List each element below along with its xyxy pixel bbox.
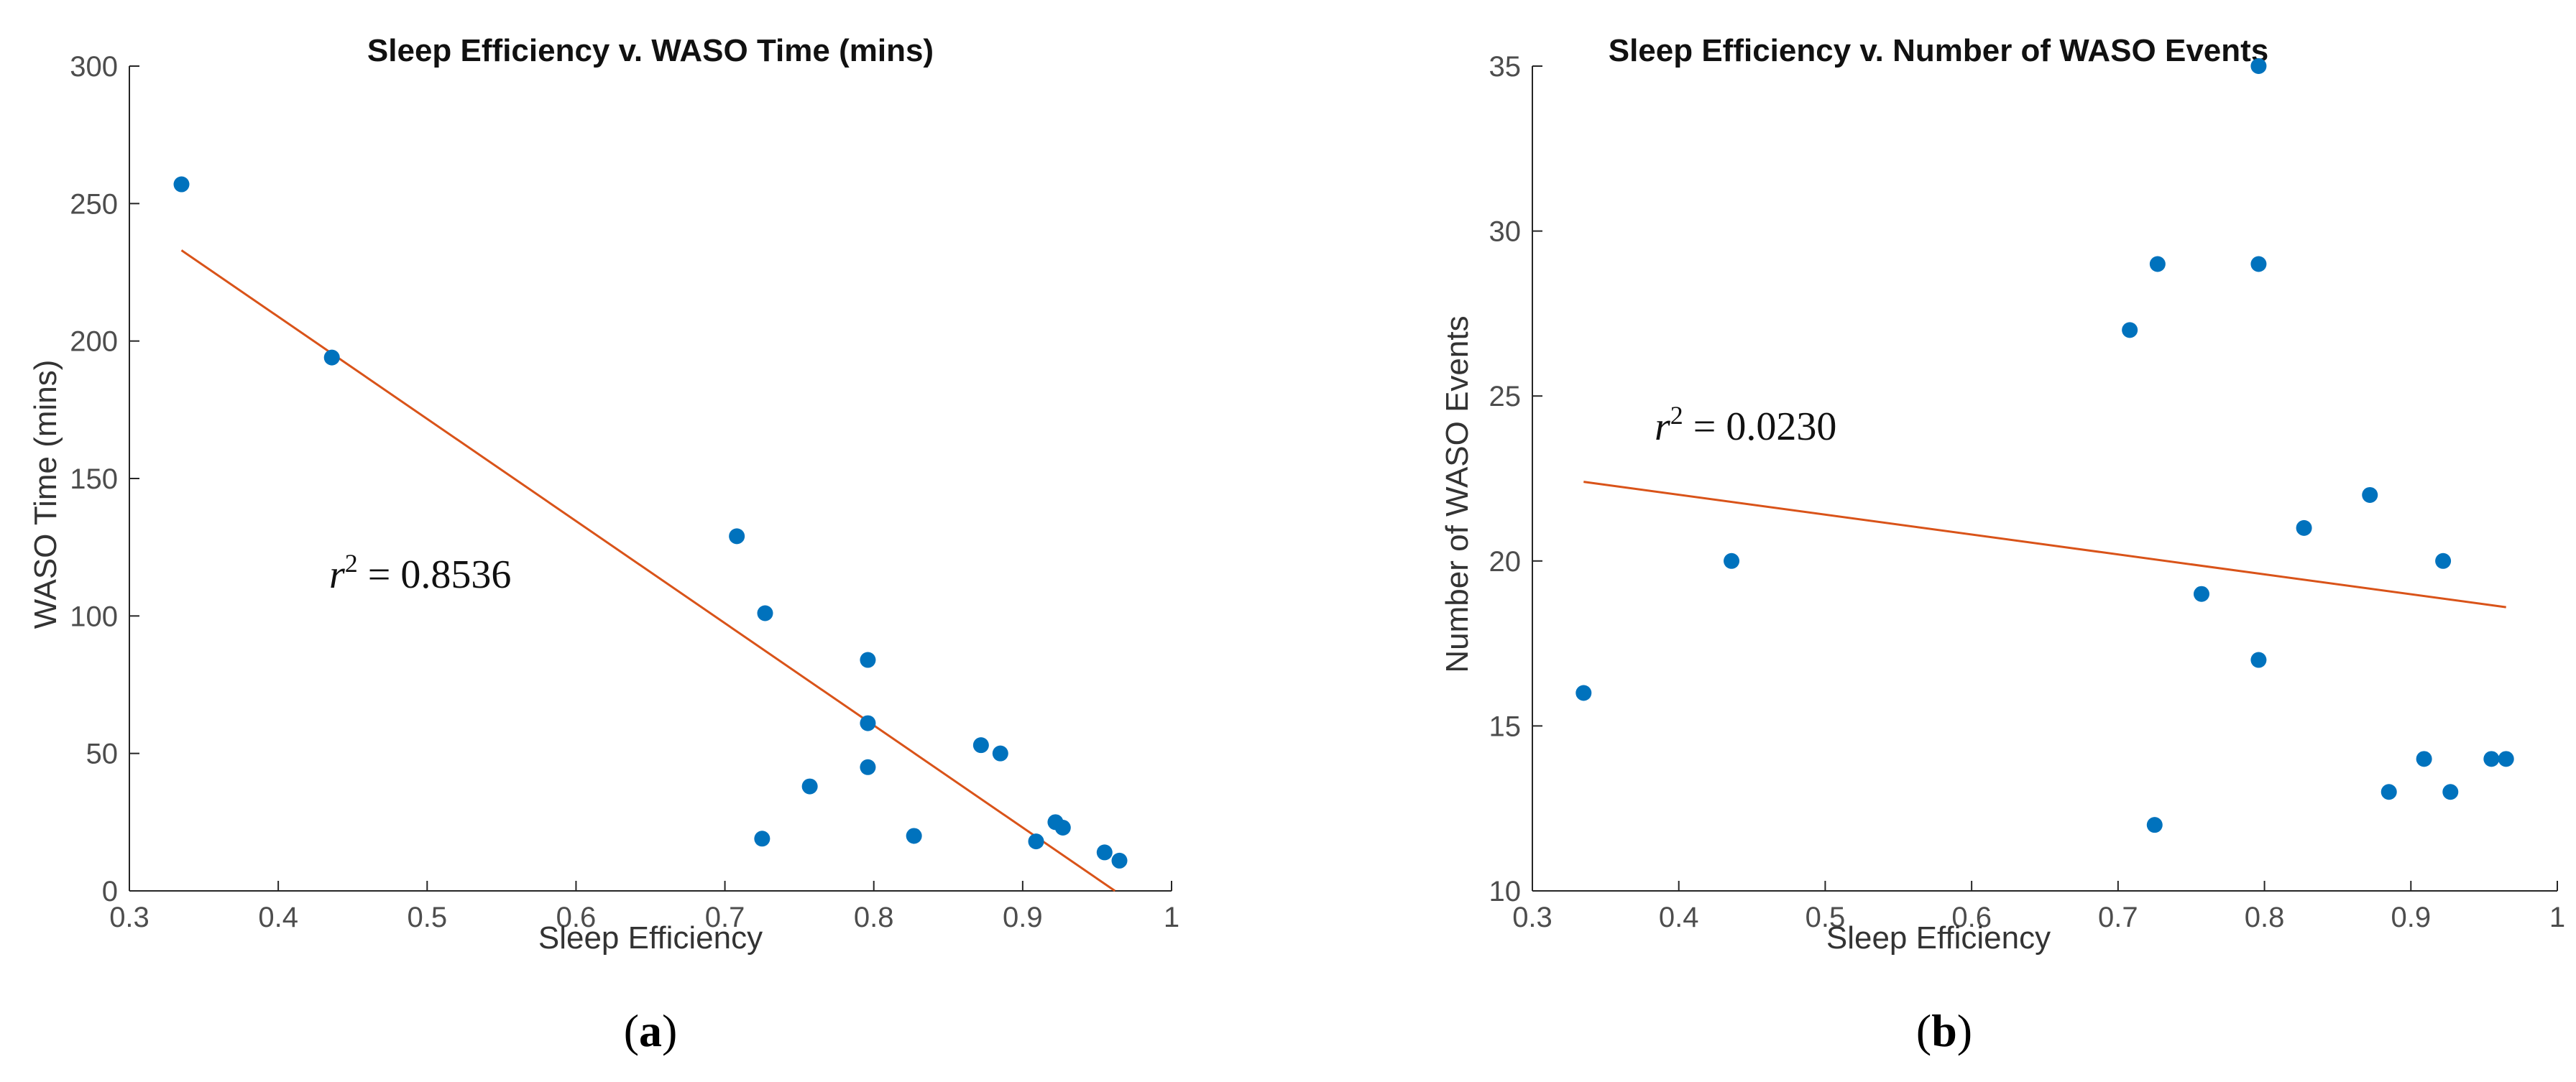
x-tick-label: 0.9 [1003,902,1043,933]
data-point [757,605,773,621]
x-tick-label: 1 [2549,902,2565,933]
x-tick-label: 0.6 [556,902,597,933]
x-axis-label: Sleep Efficiency [1826,920,2051,956]
data-point [2296,519,2312,536]
data-point [2380,784,2397,800]
data-point [173,176,190,193]
chart-title: Sleep Efficiency v. Number of WASO Event… [1609,33,2269,68]
data-point [1111,852,1128,869]
x-tick-label: 0.5 [1806,902,1846,933]
r-squared-value: 0.8536 [400,552,511,597]
data-point [2250,58,2267,74]
data-point [2416,751,2432,767]
y-tick-label: 30 [1489,216,1522,248]
data-point [860,715,876,731]
data-point [2122,322,2138,338]
x-tick-label: 0.8 [2245,902,2285,933]
data-point [1724,552,1740,569]
data-point [2362,486,2378,503]
x-tick-label: 0.3 [1512,902,1552,933]
chart-waso-time: Sleep Efficiency v. WASO Time (mins) 0.3… [28,33,1179,956]
data-point [2146,817,2163,833]
y-tick-label: 35 [1489,51,1522,83]
caption-a: (a) [623,1005,678,1056]
data-point [860,652,876,668]
x-tick-label: 0.3 [109,902,150,933]
r-squared-annotation: r2 = 0.0230 [1655,401,1836,449]
r-squared-annotation: r2 = 0.8536 [329,549,511,597]
y-tick-label: 20 [1489,546,1522,578]
data-point [1054,819,1071,836]
caption-b: (b) [1915,1005,1973,1056]
y-tick-label: 250 [70,188,118,220]
data-point [323,349,340,366]
x-tick-label: 0.4 [1659,902,1699,933]
y-tick-label: 100 [70,601,118,632]
chart-waso-events: Sleep Efficiency v. Number of WASO Event… [1440,33,2565,956]
x-tick-label: 0.4 [258,902,298,933]
y-tick-label: 15 [1489,711,1522,742]
data-point [801,778,818,795]
y-axis-label: WASO Time (mins) [28,360,63,629]
y-tick-label: 200 [70,326,118,358]
data-point [992,745,1008,762]
data-point [2149,256,2166,272]
fit-line [180,249,1116,892]
data-point [1576,685,1592,701]
y-axis-label: Number of WASO Events [1440,315,1475,672]
data-point [2483,751,2500,767]
data-point [2250,256,2267,272]
y-tick-label: 50 [86,739,119,770]
x-tick-label: 0.6 [1951,902,1992,933]
y-tick-label: 150 [70,463,118,495]
x-tick-label: 0.8 [854,902,894,933]
x-tick-label: 0.5 [407,902,447,933]
r-squared-value: 0.0230 [1726,404,1836,449]
x-tick-label: 0.7 [705,902,745,933]
y-tick-label: 25 [1489,381,1522,412]
data-point [860,759,876,775]
data-point [2250,652,2267,668]
data-point [729,528,745,545]
data-point [754,831,770,847]
y-tick-label: 0 [102,876,118,907]
data-point [2498,751,2514,767]
y-tick-label: 300 [70,51,118,83]
data-point [1096,844,1113,861]
data-point [972,737,989,754]
data-point [2193,586,2209,602]
y-tick-label: 10 [1489,876,1522,907]
data-point [2442,784,2459,800]
x-tick-label: 1 [1164,902,1179,933]
data-point [906,828,922,844]
data-point [2435,552,2452,569]
x-tick-label: 0.9 [2391,902,2431,933]
x-tick-label: 0.7 [2098,902,2138,933]
data-point [1028,833,1044,850]
fit-line [1583,481,2506,609]
chart-title: Sleep Efficiency v. WASO Time (mins) [367,33,934,68]
x-axis-label: Sleep Efficiency [538,920,763,956]
